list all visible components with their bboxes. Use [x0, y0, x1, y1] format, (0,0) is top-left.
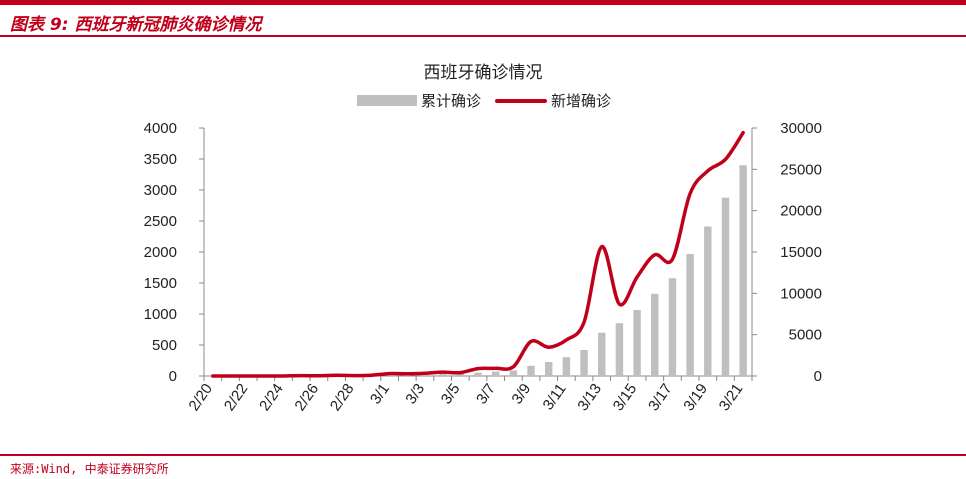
- plot-area: 0 500 1000 1500 2000 2500 3000 3500 4000 0 5000 100…: [144, 120, 822, 414]
- x-axis-tick-label: 3/17: [645, 381, 676, 415]
- bar-cumulative: [598, 332, 606, 376]
- bar-cumulative: [580, 349, 588, 376]
- left-axis-tick-label: 4000: [144, 120, 177, 137]
- x-axis-tick-label: 3/15: [610, 381, 641, 415]
- left-axis-tick-label: 2000: [144, 244, 177, 261]
- bar-cumulative: [456, 373, 465, 376]
- bar-cumulative: [421, 374, 429, 376]
- left-axis-tick-label: 3500: [144, 151, 177, 168]
- bar-cumulative: [527, 365, 535, 376]
- figure-title: 图表 9: 西班牙新冠肺炎确诊情况: [10, 15, 262, 35]
- x-axis-tick-label: 2/26: [292, 381, 323, 415]
- right-axis-tick-label: 15000: [780, 244, 822, 261]
- x-axis-tick-label: 2/24: [256, 381, 287, 415]
- legend-label-cumulative: 累计确诊: [421, 92, 481, 110]
- x-axis-tick-label: 2/22: [221, 381, 252, 415]
- left-axis-tick-label: 2500: [144, 213, 177, 230]
- x-axis-tick-label: 3/1: [367, 381, 393, 408]
- bar-cumulative: [739, 165, 747, 376]
- x-axis-tick-label: 3/3: [402, 381, 428, 408]
- line-new-cases: [211, 130, 745, 378]
- legend: 累计确诊 新增确诊: [357, 92, 611, 110]
- chart-title: 西班牙确诊情况: [424, 63, 543, 83]
- x-axis-tick-label: 2/20: [185, 381, 216, 415]
- x-axis-tick-label: 3/19: [680, 381, 711, 415]
- bar-cumulative: [438, 374, 447, 376]
- legend-label-new: 新增确诊: [551, 92, 611, 110]
- x-axis-tick-label: 3/7: [473, 381, 499, 408]
- right-axis-tick-label: 30000: [780, 120, 822, 137]
- confirmed-cases-chart: 西班牙确诊情况 累计确诊 新增确诊 0 500 1000 1500 2000 2500 30…: [144, 63, 822, 414]
- bar-cumulative: [651, 293, 659, 376]
- bar-cumulative: [544, 361, 553, 376]
- left-axis-tick-label: 0: [169, 368, 177, 385]
- bar-cumulative: [668, 278, 677, 376]
- bar-cumulative: [385, 375, 394, 376]
- bar-cumulative: [686, 253, 694, 376]
- right-axis-tick-label: 25000: [780, 161, 822, 178]
- footer-rule: [0, 454, 966, 456]
- bar-cumulative: [562, 357, 571, 376]
- bar-cumulative: [704, 226, 712, 376]
- bar-cumulative: [491, 371, 500, 376]
- x-axis-tick-label: 3/21: [716, 381, 747, 415]
- left-axis-tick-label: 3000: [144, 182, 177, 199]
- right-axis-tick-label: 5000: [789, 327, 822, 344]
- bar-cumulative: [615, 323, 624, 376]
- x-axis-tick-label: 2/28: [327, 381, 358, 415]
- source-note: 来源:Wind, 中泰证券研究所: [10, 462, 169, 476]
- right-axis-tick-label: 20000: [780, 203, 822, 220]
- left-axis-tick-label: 1500: [144, 275, 177, 292]
- left-axis-tick-label: 1000: [144, 306, 177, 323]
- right-axis-tick-label: 0: [814, 368, 822, 385]
- bar-cumulative: [633, 309, 641, 376]
- bar-cumulative: [509, 370, 518, 376]
- left-axis-tick-label: 500: [152, 337, 177, 354]
- bar-cumulative: [474, 372, 482, 376]
- bar-cumulative: [721, 197, 730, 376]
- x-axis-tick-label: 3/5: [438, 381, 464, 408]
- legend-swatch-cumulative: [357, 95, 417, 106]
- header-rule: [0, 35, 966, 37]
- x-axis-tick-label: 3/9: [508, 381, 534, 408]
- x-axis-tick-label: 3/11: [540, 381, 570, 414]
- x-axis-tick-label: 3/13: [574, 381, 605, 415]
- header-accent-bar: [0, 0, 966, 5]
- right-axis-tick-label: 10000: [780, 285, 822, 302]
